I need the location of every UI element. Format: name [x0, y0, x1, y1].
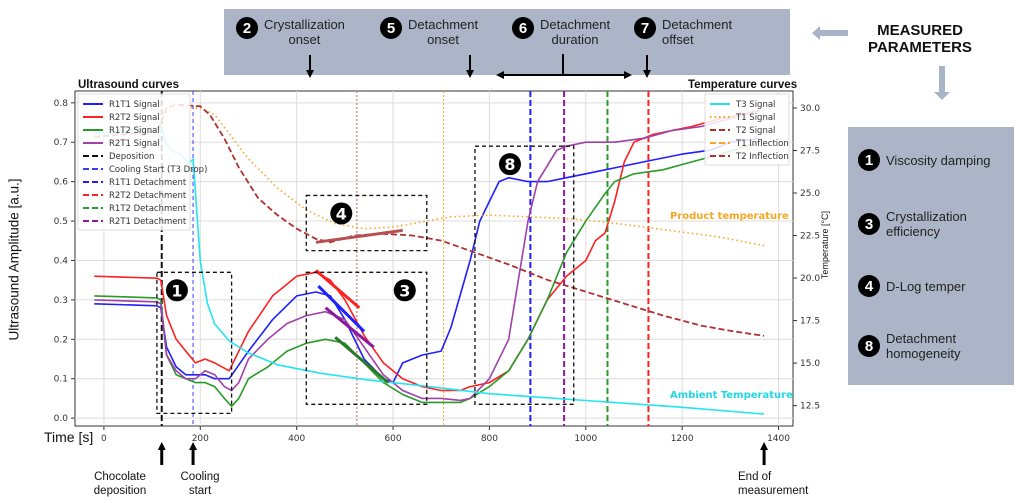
number-badge: 5	[380, 17, 402, 39]
y-right-tick-label: 17.5	[800, 317, 820, 327]
param-detachment-offset: 7 Detachment offset	[634, 17, 732, 47]
x-tick-label: 1400	[767, 434, 790, 444]
region-box-4	[305, 194, 428, 252]
param-crystallization-efficiency: 3 Crystallization efficiency	[858, 209, 967, 239]
y-tick-label: 0.0	[54, 414, 69, 424]
legend-entry: T1 Inflection	[735, 139, 789, 149]
series-t2-signal	[94, 103, 765, 337]
region-badge-label: 8	[504, 155, 515, 174]
y-tick-label: 0.8	[54, 99, 69, 109]
down-pointer-arrow	[934, 66, 950, 100]
left-pointer-arrow	[812, 26, 848, 40]
number-badge: 3	[858, 213, 880, 235]
x-tick-label: 800	[481, 434, 498, 444]
x-tick-label: 1000	[574, 434, 597, 444]
ultrasound-curves-title: Ultrasound curves	[78, 79, 179, 91]
param-detachment-duration: 6 Detachment duration	[512, 17, 610, 47]
region-badge-3	[393, 279, 416, 302]
right-parameters-panel: 1 Viscosity damping 3 Crystallization eff…	[848, 127, 1014, 385]
legend-entry: R1T1 Detachment	[109, 178, 187, 188]
y-tick-label: 0.4	[54, 256, 69, 266]
y-right-tick-label: 27.5	[800, 147, 820, 157]
legend-entry: T2 Inflection	[735, 152, 789, 162]
top-parameters-panel: 2 Crystallization onset 5 Detachment onset…	[224, 9, 790, 75]
y-tick-label: 0.2	[54, 335, 68, 345]
number-badge: 7	[634, 17, 656, 39]
x-tick-label: 200	[192, 434, 209, 444]
y-tick-label: 0.5	[54, 217, 68, 227]
param-detachment-onset: 5 Detachment onset	[380, 17, 478, 47]
region-badge-8	[498, 153, 521, 176]
series-r1t2-signal	[94, 141, 760, 408]
legend-entry: R2T2 Detachment	[109, 191, 187, 201]
series-r2t2-signal	[94, 109, 760, 392]
number-badge: 2	[236, 17, 258, 39]
region-box-8	[474, 145, 575, 405]
fit-line-r1t2-slope	[334, 336, 390, 384]
legend-entry: R1T1 Signal	[109, 100, 160, 110]
cooling-start-label: Cooling start	[180, 471, 220, 497]
y-tick-label: 0.6	[54, 178, 69, 188]
legend-entry: Deposition	[109, 152, 154, 162]
region-badge-label: 4	[336, 204, 347, 223]
y-right-tick-label: 15.0	[800, 359, 820, 369]
chocolate-deposition-label: Chocolate deposition	[93, 471, 147, 497]
region-box-1	[156, 271, 233, 415]
param-detachment-homogeneity: 8 Detachment homogeneity	[858, 331, 960, 361]
x-axis-label: Time [s]	[44, 429, 94, 445]
param-crystallization-onset: 2 Crystallization onset	[236, 17, 345, 47]
y-right-tick-label: 12.5	[800, 402, 820, 412]
end-of-measurement-label: End of measurement	[738, 471, 809, 497]
ambient-temperature-annotation: Ambient Temperature	[670, 390, 793, 401]
y-right-tick-label: 22.5	[800, 232, 820, 242]
region-badge-label: 1	[171, 281, 182, 300]
legend-entry: R2T1 Detachment	[109, 217, 187, 227]
y-right-tick-label: 25.0	[800, 189, 820, 199]
temperature-curves-title: Temperature curves	[688, 79, 798, 91]
region-badge-label: 3	[399, 281, 410, 300]
legend-entry: R1T2 Signal	[109, 126, 160, 136]
x-tick-label: 400	[288, 434, 305, 444]
series-r2t1-signal	[94, 109, 760, 402]
x-tick-label: 0	[101, 434, 107, 444]
y-tick-label: 0.7	[54, 138, 68, 148]
measured-parameters-title: MEASURED PARAMETERS	[868, 22, 972, 56]
y-tick-label: 0.3	[54, 296, 68, 306]
fit-line-r2t1-slope	[324, 306, 375, 349]
legend-entry: R2T1 Signal	[109, 139, 160, 149]
legend-entry: T1 Signal	[735, 113, 775, 123]
legend-entry: Cooling Start (T3 Drop)	[109, 165, 207, 175]
y-right-tick-label: 30.0	[800, 104, 820, 114]
y-right-tick-label: 20.0	[800, 274, 820, 284]
region-badge-4	[330, 202, 353, 225]
fit-line-r1t1-slope	[317, 285, 366, 333]
legend-entry: T2 Signal	[735, 126, 775, 136]
series-t2-inflection	[315, 228, 403, 244]
param-d-log-temper: 4 D-Log temper	[858, 275, 965, 297]
fit-line-r2t2-slope	[314, 269, 361, 309]
legend-entry: R1T2 Detachment	[109, 204, 187, 214]
param-viscosity-damping: 1 Viscosity damping	[858, 149, 991, 171]
legend-entry: R2T2 Signal	[109, 113, 160, 123]
number-badge: 6	[512, 17, 534, 39]
legend-entry: T3 Signal	[735, 100, 775, 110]
number-badge: 8	[858, 335, 880, 357]
number-badge: 4	[858, 275, 880, 297]
product-temperature-annotation: Product temperature	[670, 211, 789, 222]
x-tick-label: 600	[384, 434, 401, 444]
y-tick-label: 0.1	[54, 375, 68, 385]
number-badge: 1	[858, 149, 880, 171]
x-tick-label: 1200	[671, 434, 694, 444]
plot-area	[74, 90, 794, 427]
region-badge-1	[165, 279, 188, 302]
